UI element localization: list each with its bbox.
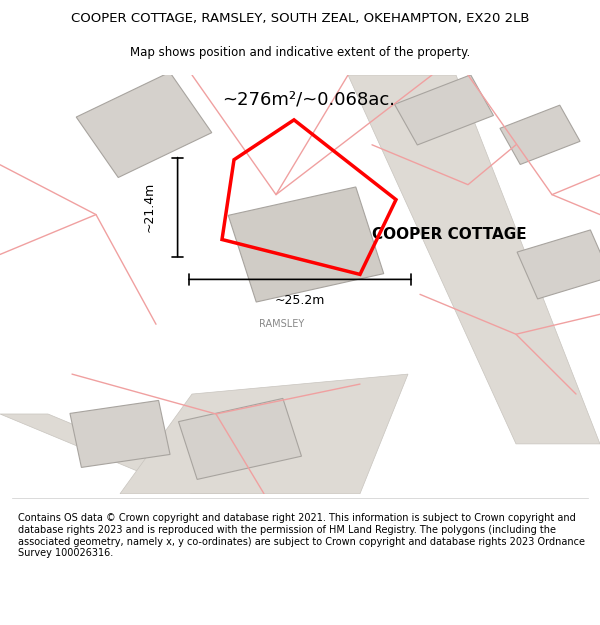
Polygon shape: [0, 414, 240, 494]
Text: ~276m²/~0.068ac.: ~276m²/~0.068ac.: [222, 91, 395, 109]
Text: COOPER COTTAGE, RAMSLEY, SOUTH ZEAL, OKEHAMPTON, EX20 2LB: COOPER COTTAGE, RAMSLEY, SOUTH ZEAL, OKE…: [71, 12, 529, 25]
Polygon shape: [500, 105, 580, 164]
Text: COOPER COTTAGE: COOPER COTTAGE: [372, 227, 527, 242]
Text: RAMSLEY: RAMSLEY: [259, 319, 305, 329]
Text: Contains OS data © Crown copyright and database right 2021. This information is : Contains OS data © Crown copyright and d…: [18, 514, 585, 558]
Polygon shape: [348, 75, 600, 444]
Text: Map shows position and indicative extent of the property.: Map shows position and indicative extent…: [130, 46, 470, 59]
Text: ~25.2m: ~25.2m: [275, 294, 325, 308]
Polygon shape: [179, 398, 301, 479]
Polygon shape: [120, 374, 408, 494]
Polygon shape: [395, 75, 493, 145]
Polygon shape: [70, 401, 170, 468]
Polygon shape: [228, 187, 384, 302]
Polygon shape: [517, 230, 600, 299]
Text: ~21.4m: ~21.4m: [143, 182, 156, 232]
Polygon shape: [76, 72, 212, 178]
